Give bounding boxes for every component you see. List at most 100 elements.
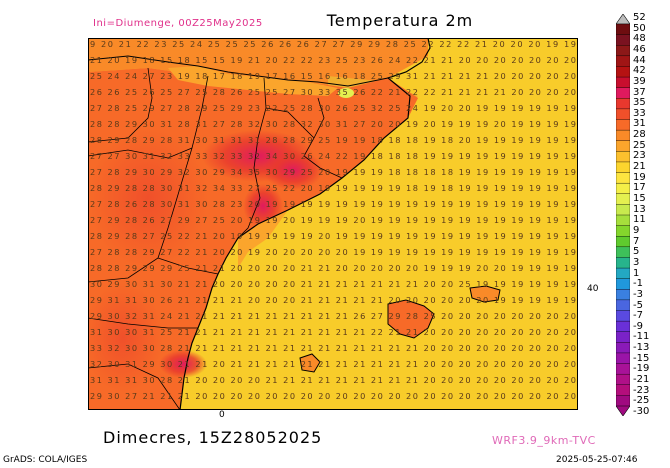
coastline-mainland (179, 38, 431, 410)
colorbar-segment (616, 278, 630, 290)
colorbar-label: -21 (633, 374, 650, 386)
colorbar-label: 39 (633, 75, 646, 87)
colorbar-segment (616, 34, 630, 46)
colorbar-segment (616, 310, 630, 322)
colorbar-label: 52 (633, 12, 646, 23)
colorbar-label: 44 (633, 54, 646, 66)
hot-zone-ebro-2 (263, 150, 323, 190)
grid-value-labels: 9 20 21 22 23 25 24 25 25 25 26 26 26 27… (90, 39, 576, 401)
grid-value-row: 28 29 28 27 25 22 21 20 19 19 19 19 19 2… (90, 231, 576, 241)
colorbar-segment (616, 87, 630, 99)
colorbar-label: 15 (633, 193, 646, 205)
valid-time-label: Dimecres, 15Z28052025 (103, 428, 323, 447)
colorbar-segment (616, 193, 630, 205)
colorbar-label: 50 (633, 22, 646, 34)
colorbar-segment (616, 299, 630, 311)
colorbar-label: 13 (633, 203, 646, 215)
grid-value-row: 28 29 28 28 30 31 32 34 33 27 25 22 20 1… (90, 183, 576, 193)
colorbar-cap-bottom (616, 405, 630, 416)
colorbar-segment (616, 119, 630, 131)
colorbar-segment (616, 76, 630, 89)
colorbar-segment (616, 246, 630, 258)
colorbar-label: 42 (633, 65, 646, 77)
grid-value-row: 27 28 28 29 27 22 21 20 20 19 20 20 20 2… (90, 247, 576, 257)
colorbar-segment (616, 267, 630, 280)
init-time-label: Ini=Diumenge, 00Z25May2025 (93, 18, 263, 29)
regional-borders (88, 67, 343, 410)
colorbar-segment (616, 182, 630, 195)
colorbar-segment (616, 23, 630, 36)
colorbar-segment (616, 66, 630, 78)
colorbar-label: 7 (633, 235, 640, 247)
generation-timestamp: 2025-05-25-07:46 (556, 455, 638, 465)
grid-value-row: 29 30 27 21 21 21 20 20 20 20 20 20 20 2… (90, 391, 576, 401)
grid-value-row: 25 24 24 27 23 19 18 17 18 19 17 16 15 1… (90, 71, 576, 81)
grid-value-row: 27 28 29 30 29 32 30 29 34 35 30 29 25 2… (90, 167, 576, 177)
colorbar-segment (616, 98, 630, 110)
longitude-tick-label: 0 (219, 410, 225, 420)
map-frame (88, 38, 578, 410)
software-credit: GrADS: COLA/IGES (3, 455, 88, 465)
colorbar-label: 9 (633, 224, 640, 236)
grid-value-row: 30 29 30 31 30 21 21 20 20 20 20 20 21 2… (90, 279, 576, 289)
temperature-map: 9 20 21 22 23 25 24 25 25 25 26 26 26 27… (88, 38, 578, 410)
colorbar-label: 17 (633, 182, 646, 194)
colorbar-label: 37 (633, 86, 646, 98)
colorbar-segment (616, 352, 630, 365)
colorbar-label: 33 (633, 107, 646, 119)
colorbar-label: 31 (633, 118, 646, 130)
colorbar-label: 3 (633, 256, 640, 268)
colorbar-label: -9 (633, 320, 643, 332)
colorbar-label: -13 (633, 342, 650, 354)
menorca (469, 285, 501, 303)
grid-value-row: 29 31 31 30 26 21 21 21 21 20 20 20 21 2… (90, 295, 576, 305)
colorbar-label: -30 (633, 406, 650, 417)
colorbar-segment (616, 45, 630, 57)
colorbar-label: -5 (633, 299, 643, 311)
colorbar-segment (616, 225, 630, 237)
pyrenees-cool (168, 66, 338, 96)
colorbar-label: -11 (633, 331, 650, 343)
mallorca (387, 299, 435, 339)
colorbar-label: 25 (633, 139, 646, 151)
grid-value-row: 26 26 25 26 25 27 25 28 26 25 25 27 30 3… (90, 87, 576, 97)
ibiza (299, 353, 321, 373)
coastal-strip (238, 210, 288, 268)
colorbar-label: 48 (633, 33, 646, 45)
colorbar-label: 19 (633, 171, 646, 183)
colorbar-label: 1 (633, 267, 640, 279)
grid-value-row: 31 30 30 31 25 21 21 21 21 21 21 21 21 2… (90, 327, 576, 337)
grid-value-row: 27 29 28 26 27 29 27 25 20 19 19 20 19 1… (90, 215, 576, 225)
colorbar-label: -3 (633, 288, 643, 300)
model-label: WRF3.9_9km-TVC (492, 434, 596, 447)
grid-value-row: 29 30 32 31 24 21 21 21 21 21 21 21 21 2… (90, 311, 576, 321)
colorbar-label: 5 (633, 246, 640, 258)
colorbar-label: -23 (633, 384, 650, 396)
grid-value-row: 28 28 29 29 29 25 21 21 20 20 20 20 21 2… (90, 263, 576, 273)
colorbar-segment (616, 214, 630, 227)
colorbar-segment (616, 55, 630, 67)
colorbar-label: 46 (633, 43, 646, 55)
grid-value-row: 9 20 21 22 23 25 24 25 25 25 26 26 26 27… (90, 39, 576, 49)
grid-value-row: 33 32 30 30 28 21 21 21 21 21 21 21 21 2… (90, 343, 576, 353)
grid-value-row: 31 31 31 30 28 21 20 20 20 20 21 21 21 2… (90, 375, 576, 385)
colorbar-segment (616, 129, 630, 142)
colorbar-label: -25 (633, 395, 650, 407)
colorbar-label: -15 (633, 352, 650, 364)
colorbar-label: -19 (633, 363, 650, 375)
hot-zone-south (159, 350, 207, 378)
north-land (88, 38, 428, 88)
grid-value-row: 27 28 25 29 27 28 29 25 29 23 22 25 28 3… (90, 103, 576, 113)
colorbar-segment (616, 384, 630, 396)
colorbar (616, 14, 630, 416)
grid-value-row: 21 20 19 18 15 18 15 15 19 21 20 22 22 2… (90, 55, 576, 65)
map-title: Temperatura 2m (326, 11, 474, 30)
colorbar-label: -1 (633, 278, 643, 290)
colorbar-segment (616, 140, 630, 152)
colorbar-label: 35 (633, 97, 646, 109)
pyrenees-peak (338, 88, 354, 98)
colorbar-segment (616, 172, 630, 184)
grid-value-row: 28 29 28 29 28 31 30 31 31 31 28 28 29 2… (90, 135, 576, 145)
colorbar-segment (616, 395, 630, 407)
colorbar-cap-top (616, 14, 630, 25)
